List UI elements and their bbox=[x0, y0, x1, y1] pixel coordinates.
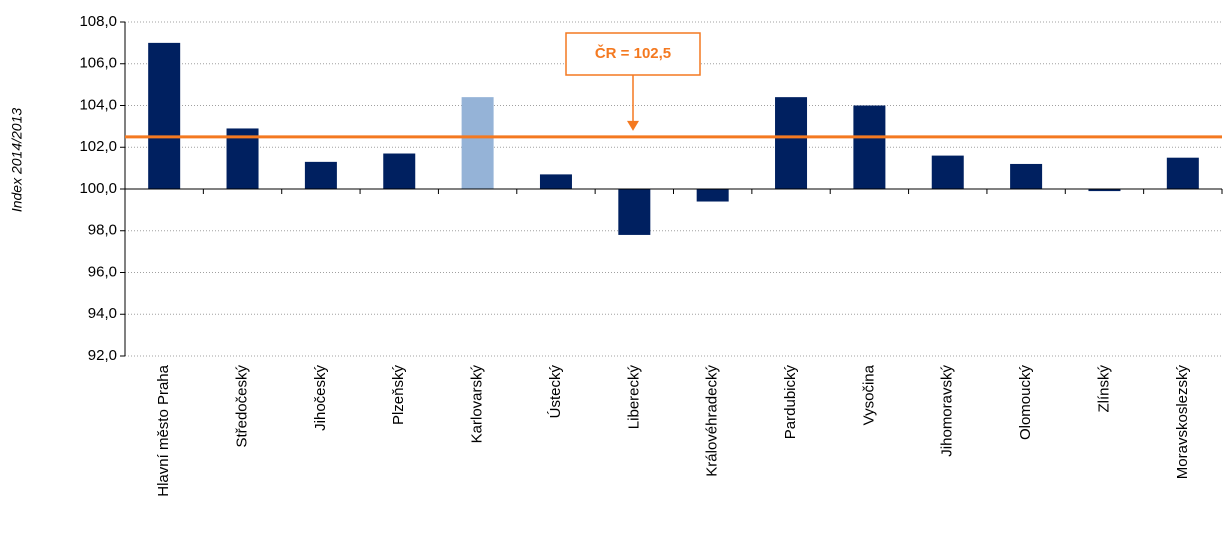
bar bbox=[853, 105, 886, 189]
x-tick-label: Olomoucký bbox=[1017, 365, 1034, 441]
x-tick-label: Jihočeský bbox=[312, 365, 329, 431]
x-tick-label: Karlovarský bbox=[469, 365, 486, 444]
bar bbox=[304, 161, 337, 189]
y-tick-label: 94,0 bbox=[88, 305, 117, 322]
annotation: ČR = 102,5 bbox=[595, 44, 671, 62]
x-tick-label: Liberecký bbox=[625, 365, 642, 430]
annotation-arrowhead bbox=[627, 120, 639, 131]
bar bbox=[461, 97, 494, 189]
y-axis-label: Index 2014/2013 bbox=[9, 108, 25, 213]
bar bbox=[696, 189, 729, 202]
x-tick-label: Královéhradecký bbox=[704, 365, 721, 477]
x-tick-label: Plzeňský bbox=[390, 365, 407, 426]
x-tick-label: Vysočina bbox=[860, 364, 877, 425]
bar bbox=[618, 189, 651, 235]
y-tick-label: 96,0 bbox=[88, 263, 117, 280]
x-tick-label: Moravskoslezský bbox=[1174, 365, 1191, 480]
bar bbox=[383, 153, 416, 189]
x-tick-label: Ústecký bbox=[547, 365, 564, 419]
y-tick-label: 102,0 bbox=[79, 138, 117, 155]
y-tick-label: 92,0 bbox=[88, 347, 117, 364]
bar bbox=[775, 97, 808, 189]
y-tick-label: 100,0 bbox=[79, 180, 117, 197]
x-tick-label: Hlavní město Praha bbox=[155, 364, 172, 496]
bar bbox=[148, 42, 181, 189]
bar bbox=[1088, 189, 1121, 192]
x-tick-label: Pardubický bbox=[782, 365, 799, 440]
bar bbox=[539, 174, 572, 189]
annotation-box bbox=[565, 32, 701, 76]
bar bbox=[1010, 163, 1043, 189]
bar bbox=[226, 128, 259, 189]
y-tick-label: 98,0 bbox=[88, 222, 117, 239]
x-tick-label: Středočeský bbox=[234, 365, 251, 448]
x-tick-label: Zlínský bbox=[1095, 365, 1112, 413]
bar bbox=[931, 155, 964, 189]
y-tick-label: 108,0 bbox=[79, 13, 117, 30]
y-tick-label: 106,0 bbox=[79, 55, 117, 72]
bar bbox=[1166, 157, 1199, 189]
y-tick-label: 104,0 bbox=[79, 96, 117, 113]
x-tick-label: Jihomoravský bbox=[939, 365, 956, 457]
